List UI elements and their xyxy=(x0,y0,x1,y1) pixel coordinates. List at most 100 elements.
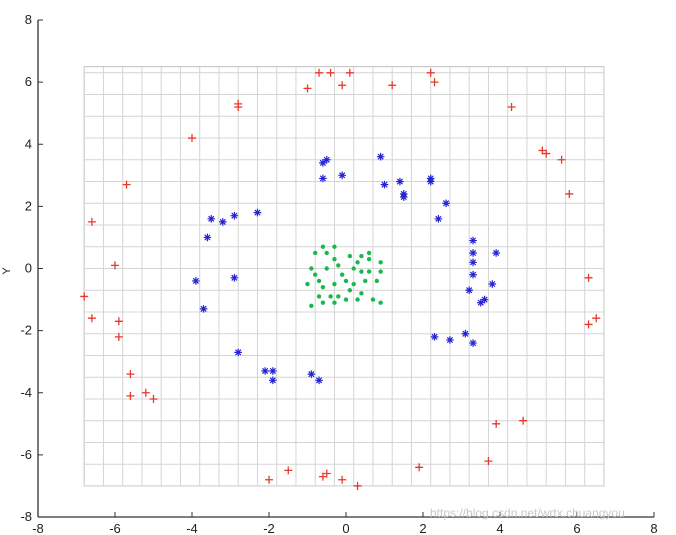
x-tick-label: 0 xyxy=(342,521,349,535)
data-point-dot xyxy=(347,288,353,293)
data-point-asterisk xyxy=(269,367,277,375)
data-point-dot xyxy=(355,297,360,302)
y-tick-label: 4 xyxy=(25,136,32,151)
data-point-dot xyxy=(316,294,322,299)
data-point-dot xyxy=(351,281,356,287)
data-point-dot xyxy=(320,300,326,305)
data-point-asterisk xyxy=(446,336,454,344)
x-tick-label: 8 xyxy=(650,521,657,535)
data-point-dot xyxy=(332,300,337,305)
data-point-asterisk xyxy=(492,249,500,257)
data-point-dot xyxy=(363,278,368,284)
data-point-asterisk xyxy=(434,215,443,223)
data-point-dot xyxy=(366,256,372,262)
data-point-asterisk xyxy=(192,277,200,285)
data-point-asterisk xyxy=(253,208,262,217)
data-point-dot xyxy=(332,281,337,287)
data-point-plus xyxy=(315,68,324,77)
data-point-asterisk xyxy=(261,367,269,375)
x-tick-label: -4 xyxy=(186,521,198,535)
data-point-asterisk xyxy=(426,177,435,186)
data-point-plus xyxy=(584,320,593,329)
data-point-plus xyxy=(430,78,439,87)
data-point-plus xyxy=(141,388,150,397)
data-point-asterisk xyxy=(207,215,216,223)
data-point-dot xyxy=(374,278,379,284)
data-point-dot xyxy=(366,250,372,256)
data-point-dot xyxy=(370,297,376,302)
data-point-asterisk xyxy=(480,295,489,304)
data-point-dot xyxy=(309,303,314,308)
data-point-asterisk xyxy=(380,180,389,189)
data-point-plus xyxy=(284,466,293,475)
data-point-asterisk xyxy=(465,286,473,295)
data-point-plus xyxy=(114,332,123,341)
data-point-dot xyxy=(320,284,326,290)
data-point-dot xyxy=(320,244,326,249)
data-point-asterisk xyxy=(338,171,346,180)
data-point-plus xyxy=(234,102,243,111)
data-point-asterisk xyxy=(396,177,404,186)
data-point-asterisk xyxy=(230,274,239,282)
data-point-asterisk xyxy=(469,270,477,279)
data-point-dot xyxy=(339,272,345,277)
x-tick-label: 2 xyxy=(419,521,426,535)
data-point-asterisk xyxy=(469,258,477,267)
data-point-plus xyxy=(80,292,89,301)
data-point-asterisk xyxy=(376,152,385,161)
data-point-plus xyxy=(592,314,601,323)
data-points xyxy=(80,68,601,490)
y-axis-label: Y xyxy=(1,267,13,275)
data-point-plus xyxy=(326,68,335,77)
data-point-plus xyxy=(188,134,196,143)
data-point-dot xyxy=(359,253,364,259)
data-point-asterisk xyxy=(476,298,485,307)
data-point-plus xyxy=(338,81,347,90)
data-point-asterisk xyxy=(199,305,208,313)
data-point-asterisk xyxy=(469,249,477,257)
data-point-plus xyxy=(87,217,96,226)
data-point-plus xyxy=(126,370,135,379)
data-point-dot xyxy=(378,300,383,305)
watermark-text: https://blog.csdn.net/wrtx.chuangyou xyxy=(430,506,625,520)
data-point-plus xyxy=(484,457,493,466)
data-point-asterisk xyxy=(230,211,239,220)
data-point-asterisk xyxy=(461,329,470,338)
data-point-asterisk xyxy=(219,218,227,226)
data-point-plus xyxy=(126,391,135,400)
data-point-asterisk xyxy=(269,376,277,385)
data-point-plus xyxy=(507,102,516,111)
data-point-asterisk xyxy=(488,280,497,288)
data-point-dot xyxy=(378,260,383,265)
data-point-dot xyxy=(309,266,314,271)
x-tick-label: 6 xyxy=(573,521,580,535)
data-point-dot xyxy=(347,253,353,259)
data-point-asterisk xyxy=(442,199,450,208)
data-point-dot xyxy=(343,278,349,284)
data-point-asterisk xyxy=(234,348,242,357)
data-point-asterisk xyxy=(322,155,331,164)
data-point-asterisk xyxy=(319,174,327,183)
data-point-plus xyxy=(318,472,327,481)
data-point-plus xyxy=(492,419,501,428)
data-point-dot xyxy=(351,266,356,271)
data-point-asterisk xyxy=(315,376,323,385)
data-point-asterisk xyxy=(469,236,477,245)
grid xyxy=(83,65,605,487)
data-point-dot xyxy=(378,269,383,274)
ticks: -8 -6 -4 -2 0 2 4 6 8 -8 -6 -4 -2 0 2 4 6 8 xyxy=(20,12,657,535)
data-point-plus xyxy=(149,394,158,403)
y-tick-label: 6 xyxy=(25,74,32,89)
data-point-plus xyxy=(122,180,131,189)
y-tick-label: -4 xyxy=(20,385,32,400)
data-point-plus xyxy=(338,475,347,484)
y-tick-label: 2 xyxy=(25,198,32,213)
data-point-asterisk xyxy=(307,370,316,378)
data-point-plus xyxy=(388,81,397,90)
data-point-dot xyxy=(336,294,341,299)
data-point-dot xyxy=(336,263,341,268)
data-point-dot xyxy=(328,294,333,299)
y-tick-label: 0 xyxy=(25,261,32,276)
data-point-dot xyxy=(316,278,322,284)
